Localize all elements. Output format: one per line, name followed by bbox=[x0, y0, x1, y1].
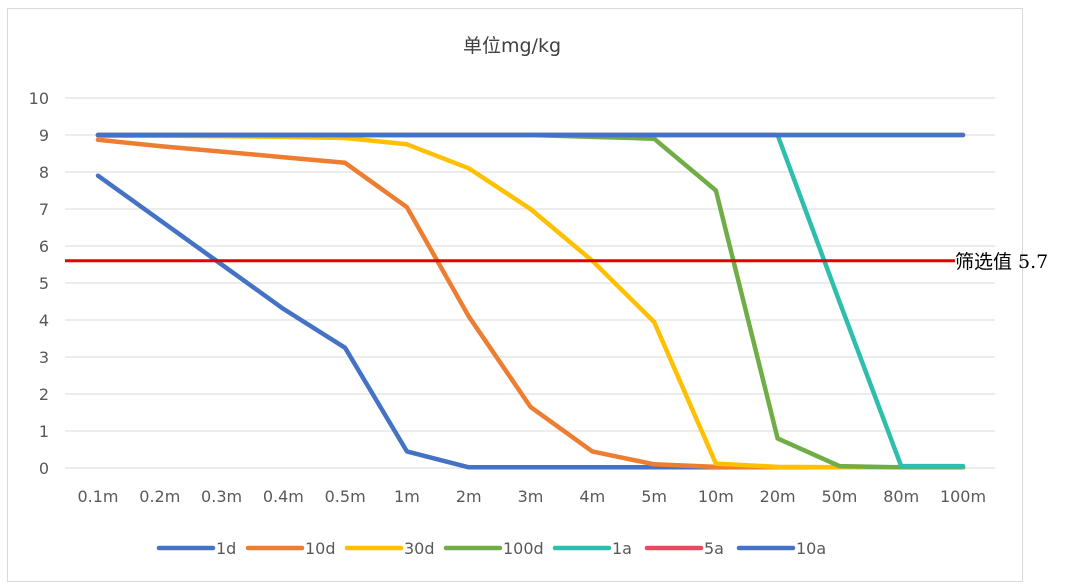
y-tick-label: 6 bbox=[39, 237, 49, 256]
chart-frame bbox=[7, 8, 1023, 582]
x-tick-label: 10m bbox=[698, 487, 734, 506]
legend-label-100d: 100d bbox=[503, 539, 544, 558]
legend-label-30d: 30d bbox=[404, 539, 435, 558]
x-tick-label: 2m bbox=[456, 487, 482, 506]
y-tick-label: 8 bbox=[39, 163, 49, 182]
series-line-30d bbox=[95, 133, 966, 470]
y-tick-label: 7 bbox=[39, 200, 49, 219]
x-tick-label: 4m bbox=[579, 487, 605, 506]
y-tick-label: 4 bbox=[39, 311, 49, 330]
x-tick-label: 80m bbox=[883, 487, 919, 506]
y-tick-label: 5 bbox=[39, 274, 49, 293]
legend-label-10a: 10a bbox=[796, 539, 826, 558]
legend-label-1a: 1a bbox=[612, 539, 632, 558]
x-tick-label: 0.2m bbox=[139, 487, 180, 506]
x-tick-label: 0.4m bbox=[263, 487, 304, 506]
legend-label-1d: 1d bbox=[216, 539, 236, 558]
y-tick-label: 2 bbox=[39, 385, 49, 404]
y-tick-label: 10 bbox=[29, 89, 49, 108]
x-tick-label: 0.1m bbox=[77, 487, 118, 506]
y-tick-label: 1 bbox=[39, 422, 49, 441]
x-tick-label: 1m bbox=[394, 487, 420, 506]
series-line-100d bbox=[95, 132, 966, 470]
legend-label-5a: 5a bbox=[704, 539, 724, 558]
legend-label-10d: 10d bbox=[305, 539, 336, 558]
chart-title: 单位mg/kg bbox=[463, 35, 561, 57]
x-tick-label: 20m bbox=[760, 487, 796, 506]
series-line-10d bbox=[95, 137, 966, 470]
x-tick-label: 5m bbox=[641, 487, 667, 506]
x-tick-label: 0.5m bbox=[325, 487, 366, 506]
series-line-1d bbox=[95, 173, 966, 470]
y-tick-label: 9 bbox=[39, 126, 49, 145]
series-line-1a bbox=[95, 132, 966, 469]
x-tick-label: 100m bbox=[940, 487, 986, 506]
y-tick-label: 0 bbox=[39, 459, 49, 478]
x-tick-label: 50m bbox=[821, 487, 857, 506]
x-tick-label: 0.3m bbox=[201, 487, 242, 506]
x-tick-label: 3m bbox=[518, 487, 544, 506]
threshold-label: 筛选值 5.7 bbox=[955, 251, 1049, 273]
y-tick-label: 3 bbox=[39, 348, 49, 367]
